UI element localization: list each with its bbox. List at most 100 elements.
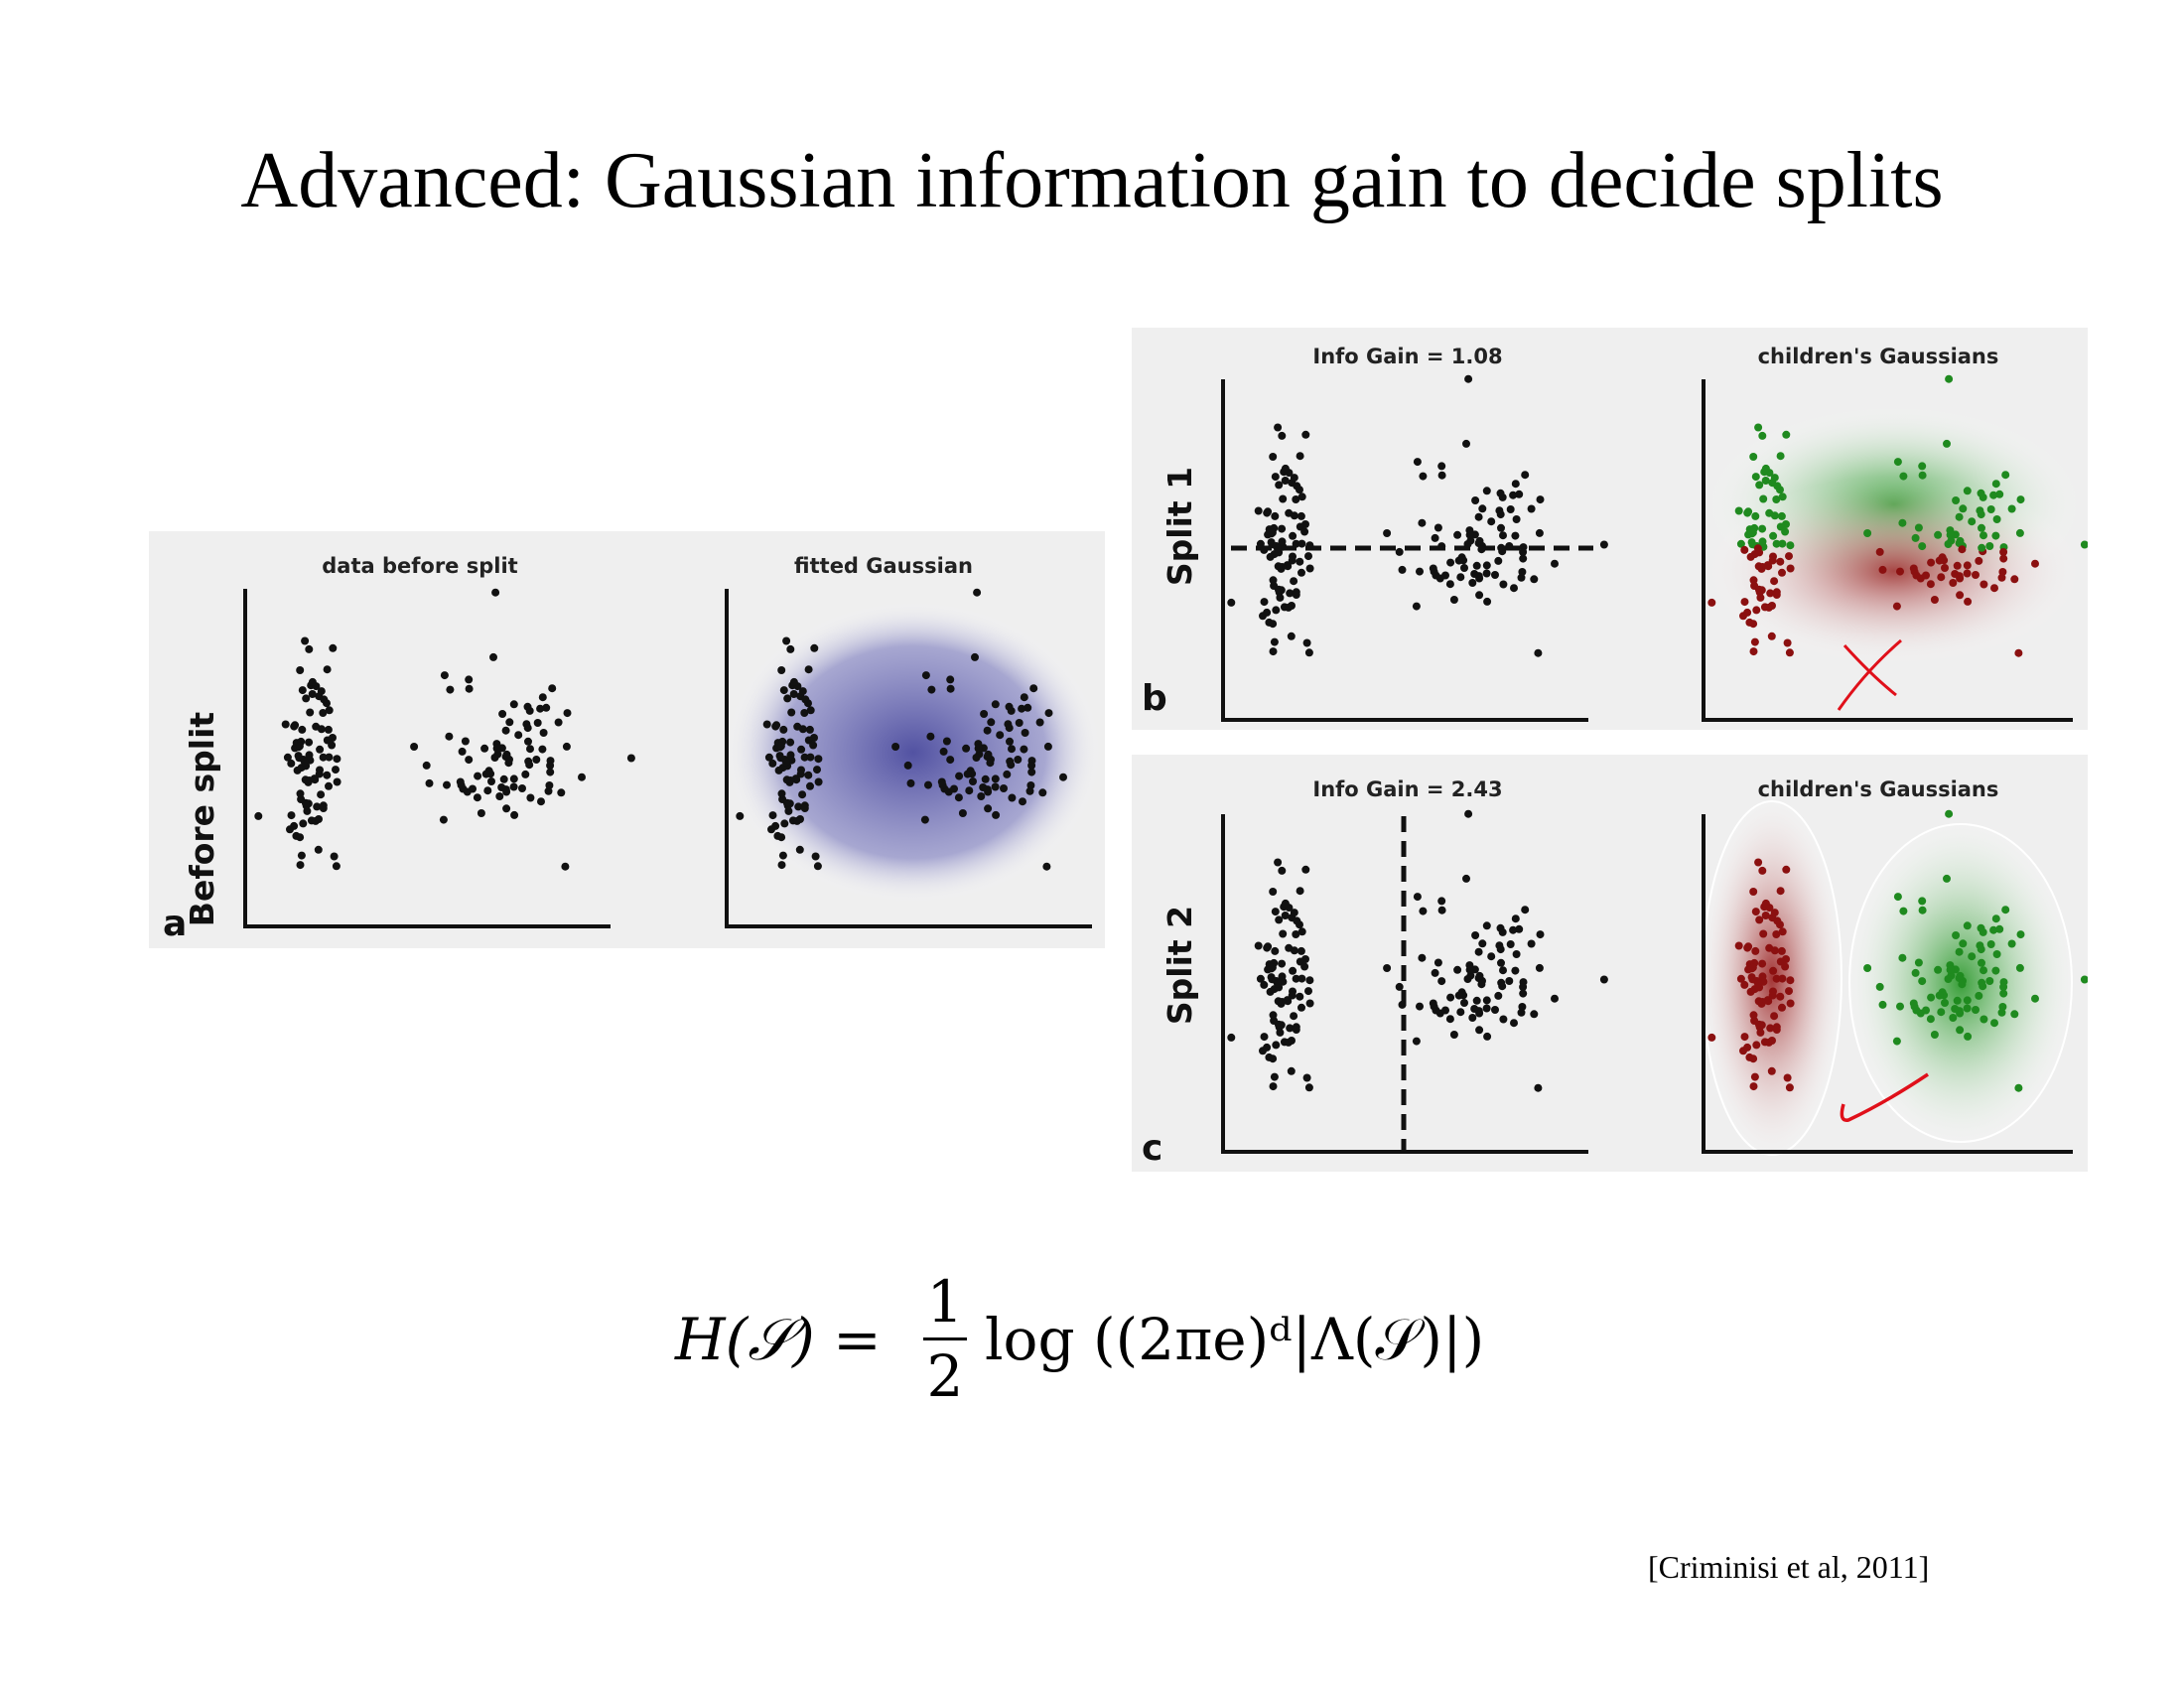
scatter-point xyxy=(1963,921,1972,930)
scatter-point xyxy=(1754,423,1763,432)
scatter-point xyxy=(996,731,1005,740)
scatter-point xyxy=(313,802,322,811)
scatter-point xyxy=(328,741,337,750)
scatter-point xyxy=(782,798,791,807)
scatter-point xyxy=(1499,1015,1508,1024)
scatter-point xyxy=(1464,374,1473,383)
scatter-point xyxy=(1952,496,1961,504)
scatter-point xyxy=(1751,908,1760,916)
scatter-point xyxy=(1227,1033,1236,1042)
scatter-point xyxy=(804,665,813,674)
scatter-point xyxy=(1418,518,1427,527)
scatter-point xyxy=(1482,1004,1491,1013)
scatter-point xyxy=(524,737,532,746)
scatter-point xyxy=(1482,561,1491,570)
scatter-point xyxy=(1878,1000,1887,1009)
scatter-point xyxy=(939,747,948,756)
scatter-point xyxy=(1470,1005,1479,1013)
scatter-point xyxy=(736,811,745,820)
scatter-point xyxy=(1515,490,1524,498)
scatter-point xyxy=(465,684,474,693)
scatter-point xyxy=(254,811,263,820)
scatter-point xyxy=(1271,473,1280,482)
scatter-point xyxy=(1292,539,1300,548)
scatter-point xyxy=(1975,556,1983,565)
scatter-point xyxy=(1430,567,1438,576)
scatter-point xyxy=(563,709,572,718)
scatter-point xyxy=(1758,959,1767,968)
scatter-point xyxy=(1776,557,1785,566)
scatter-points xyxy=(1227,374,2088,657)
scatter-point xyxy=(523,724,532,733)
scatter-point xyxy=(798,725,807,734)
scatter-point xyxy=(317,790,326,799)
scatter-point xyxy=(1785,987,1793,996)
scatter-point xyxy=(301,775,310,784)
scatter-point xyxy=(1979,1015,1988,1024)
scatter-point xyxy=(1305,541,1314,550)
scatter-point xyxy=(1430,1002,1438,1011)
scatter-point xyxy=(946,675,955,684)
scatter-point xyxy=(1985,977,1994,985)
scatter-point xyxy=(301,798,310,807)
slide-title: Advanced: Gaussian information gain to d… xyxy=(240,137,1944,224)
scatter-point xyxy=(458,747,467,756)
scatter-point xyxy=(1989,925,1998,934)
scatter-point xyxy=(1470,570,1479,578)
scatter-point xyxy=(1750,637,1759,646)
scatter-point xyxy=(1863,964,1872,972)
red-gaussian-ellipse xyxy=(1702,800,1843,1156)
scatter-point xyxy=(984,804,993,813)
scatter-point xyxy=(1296,557,1304,566)
scatter-point xyxy=(958,809,967,817)
scatter-point xyxy=(626,754,635,763)
scatter-point xyxy=(1768,556,1777,565)
red-gaussian-blob xyxy=(1706,477,2083,665)
scatter-point xyxy=(1296,992,1304,1001)
scatter-point xyxy=(762,720,771,729)
scatter-point xyxy=(317,687,326,696)
scatter-point xyxy=(521,770,530,778)
scatter-point xyxy=(1953,561,1962,570)
scatter-point xyxy=(1992,950,2001,958)
scatter-point xyxy=(1274,562,1283,571)
scatter-point xyxy=(1468,579,1477,587)
plot-title-info-gain-split-2: Info Gain = 2.43 xyxy=(1312,777,1502,801)
scatter-point xyxy=(1991,480,2000,489)
scatter-point xyxy=(1766,589,1775,598)
scatter-point xyxy=(502,750,511,759)
scatter-point xyxy=(1986,505,1995,513)
scatter-point xyxy=(1292,495,1300,503)
scatter-point xyxy=(974,744,983,753)
scatter-point xyxy=(1998,1003,2007,1011)
row-label-before-split: Before split xyxy=(183,712,221,927)
scatter-point xyxy=(538,693,547,702)
scatter-point xyxy=(325,753,334,762)
cross-mark xyxy=(1837,638,1902,711)
row-label-split-1: Split 1 xyxy=(1160,467,1199,586)
scatter-point xyxy=(1519,548,1528,556)
scatter-point xyxy=(795,845,804,854)
scatter-point xyxy=(526,745,534,754)
scatter-point xyxy=(1300,962,1309,971)
scatter-point xyxy=(1281,899,1290,908)
scatter-point xyxy=(1496,945,1505,954)
scatter-point xyxy=(305,751,314,760)
scatter-point xyxy=(1383,964,1392,972)
scatter-point xyxy=(1275,481,1284,490)
scatter-point xyxy=(1995,924,2004,933)
scatter-point xyxy=(319,753,328,762)
scatter-point xyxy=(1752,1041,1761,1050)
scatter-point xyxy=(1465,530,1474,539)
scatter-point xyxy=(1551,559,1559,568)
scatter-point xyxy=(1534,1083,1543,1092)
scatter-point xyxy=(319,804,328,812)
scatter-point xyxy=(786,644,795,653)
scatter-point xyxy=(301,636,310,645)
scatter-point xyxy=(1471,496,1480,504)
scatter-point xyxy=(1935,991,1944,1000)
scatter-point xyxy=(1964,597,1973,606)
scatter-point xyxy=(319,709,328,717)
scatter-point xyxy=(1269,1082,1278,1091)
scatter-point xyxy=(1772,495,1781,503)
